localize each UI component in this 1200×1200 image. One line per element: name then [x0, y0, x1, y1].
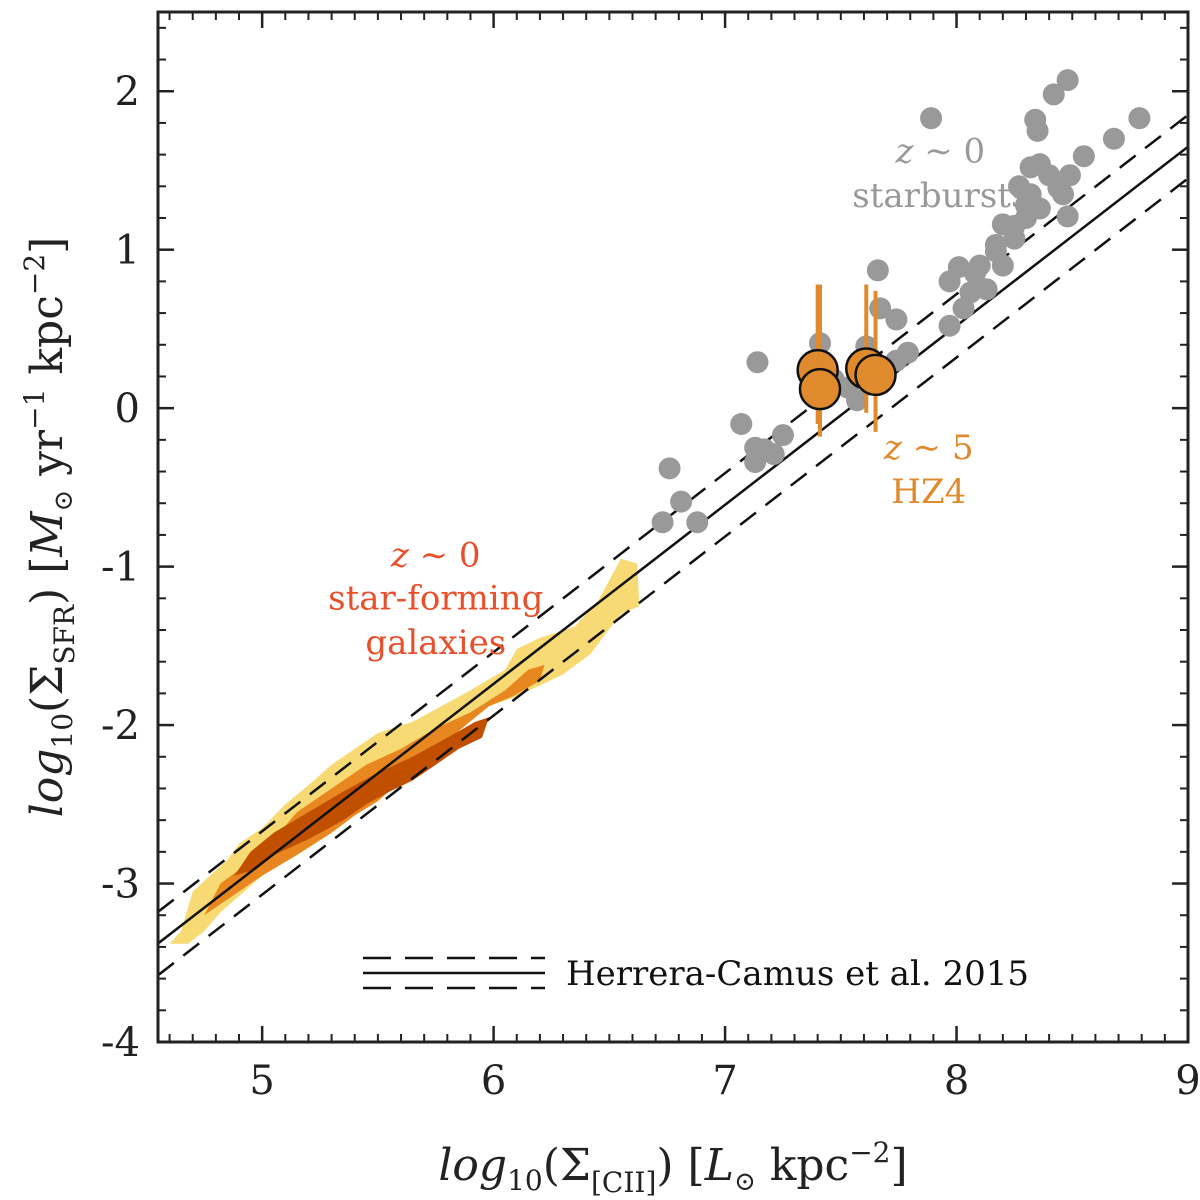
- starburst-point: [1003, 227, 1026, 250]
- x-axis-title: log10(Σ[CII]) [L⊙ kpc−2]: [438, 1136, 907, 1199]
- hz4-point: [798, 367, 842, 411]
- starburst-point: [1072, 145, 1095, 168]
- hz4-point: [854, 353, 897, 397]
- y-axis-title-text: log10(ΣSFR) [M⊙ yr−1 kpc−2]: [18, 237, 81, 818]
- annotation-label: z ∼ 5: [883, 428, 974, 468]
- y-tick-label: -4: [101, 1020, 140, 1066]
- starburst-point: [1058, 164, 1081, 187]
- starburst-point: [984, 233, 1007, 256]
- annotation-label: starbursts: [852, 176, 1028, 216]
- x-tick-label: 8: [944, 1058, 969, 1104]
- starburst-point: [846, 389, 869, 412]
- starburst-point: [968, 254, 991, 277]
- x-axis-title-text: log10(Σ[CII]) [L⊙ kpc−2]: [438, 1136, 907, 1199]
- plot-area: [158, 69, 1188, 977]
- starburst-point: [885, 308, 908, 331]
- starburst-layer: [651, 69, 1151, 534]
- annotation-label: HZ4: [891, 472, 966, 512]
- y-tick-label: 2: [115, 69, 140, 115]
- starburst-point: [1056, 205, 1079, 228]
- annotation-label: galaxies: [365, 623, 506, 663]
- legend-label: Herrera-Camus et al. 2015: [566, 954, 1029, 994]
- starburst-point: [975, 278, 998, 301]
- contour-inner: [234, 717, 489, 876]
- starburst-point: [658, 457, 681, 480]
- starburst-point: [746, 351, 769, 374]
- starburst-point: [1052, 183, 1075, 206]
- hz4-layer: [796, 284, 897, 437]
- starburst-point: [896, 341, 919, 364]
- annotation-label: z ∼ 0: [895, 132, 986, 172]
- starburst-point: [771, 424, 794, 447]
- starburst-point: [730, 413, 753, 435]
- y-axis-title: log10(ΣSFR) [M⊙ yr−1 kpc−2]: [18, 237, 81, 818]
- starburst-point: [670, 490, 693, 513]
- annotation-label: star-forming: [328, 578, 543, 618]
- starburst-point: [1026, 119, 1049, 142]
- starburst-point: [1102, 127, 1125, 150]
- starburst-point: [920, 107, 943, 130]
- starburst-point: [651, 511, 674, 534]
- starburst-point: [1128, 107, 1151, 130]
- x-tick-label: 5: [249, 1058, 274, 1104]
- x-tick-label: 9: [1175, 1058, 1200, 1104]
- legend: Herrera-Camus et al. 2015: [363, 954, 1029, 994]
- y-tick-label: -1: [101, 545, 140, 591]
- y-tick-label: -3: [101, 862, 140, 908]
- starburst-point: [686, 511, 709, 534]
- starburst-point: [938, 314, 961, 337]
- ticks-layer: 5 6 7 8 9 -4 -3 -2 -1 0 1 2: [101, 12, 1200, 1104]
- annotation-label: z ∼ 0: [390, 536, 481, 576]
- y-tick-label: 0: [115, 386, 140, 432]
- relation-line-upper: [158, 114, 1188, 913]
- relation-layer: [158, 114, 1188, 977]
- starburst-point: [1042, 83, 1065, 106]
- starburst-point: [991, 254, 1014, 277]
- starburst-point: [762, 443, 785, 466]
- y-tick-label: 1: [115, 228, 140, 274]
- starburst-point: [1019, 183, 1042, 206]
- relation-line-center: [158, 145, 1188, 945]
- relation-line-lower: [158, 177, 1188, 977]
- plot-frame: [156, 10, 1190, 1044]
- starburst-point: [1056, 69, 1079, 92]
- x-tick-label: 6: [481, 1058, 506, 1104]
- x-tick-label: 7: [712, 1058, 737, 1104]
- starburst-point: [866, 259, 889, 282]
- y-tick-label: -2: [101, 703, 140, 749]
